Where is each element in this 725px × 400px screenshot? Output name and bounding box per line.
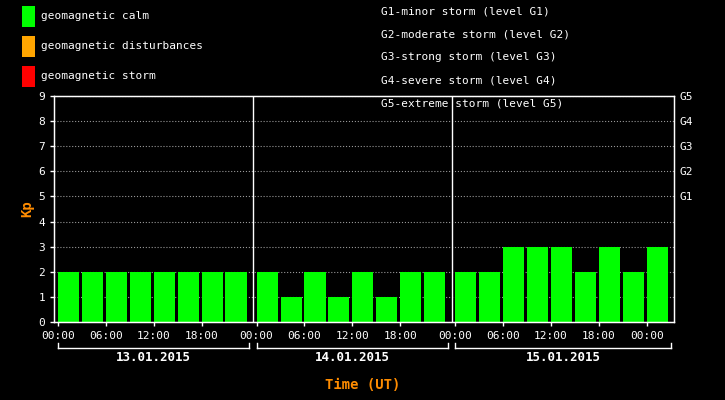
Text: 14.01.2015: 14.01.2015 [315,351,390,364]
Text: G3-strong storm (level G3): G3-strong storm (level G3) [381,52,556,62]
Bar [503,247,524,322]
Bar [551,247,572,322]
Bar [599,247,620,322]
Bar [623,272,644,322]
Text: G1-minor storm (level G1): G1-minor storm (level G1) [381,6,550,16]
Bar [281,297,302,322]
Bar [376,297,397,322]
Bar [154,272,175,322]
Bar [106,272,127,322]
Bar [527,247,548,322]
Text: Time (UT): Time (UT) [325,378,400,392]
Text: G2-moderate storm (level G2): G2-moderate storm (level G2) [381,29,570,39]
Bar [257,272,278,322]
Bar [575,272,596,322]
Y-axis label: Kp: Kp [20,201,34,217]
Text: G5-extreme storm (level G5): G5-extreme storm (level G5) [381,99,563,109]
Text: geomagnetic storm: geomagnetic storm [41,72,155,82]
Text: geomagnetic calm: geomagnetic calm [41,12,149,22]
Bar [304,272,326,322]
Text: G4-severe storm (level G4): G4-severe storm (level G4) [381,76,556,86]
Text: 15.01.2015: 15.01.2015 [526,351,600,364]
Bar [202,272,223,322]
Bar [455,272,476,322]
Bar [225,272,246,322]
Text: 13.01.2015: 13.01.2015 [116,351,191,364]
Bar [647,247,668,322]
Bar [328,297,349,322]
Bar [479,272,500,322]
Bar [424,272,445,322]
Bar [400,272,421,322]
Bar [58,272,79,322]
Bar [178,272,199,322]
Bar [82,272,103,322]
Bar [352,272,373,322]
Text: geomagnetic disturbances: geomagnetic disturbances [41,41,202,51]
Bar [130,272,151,322]
